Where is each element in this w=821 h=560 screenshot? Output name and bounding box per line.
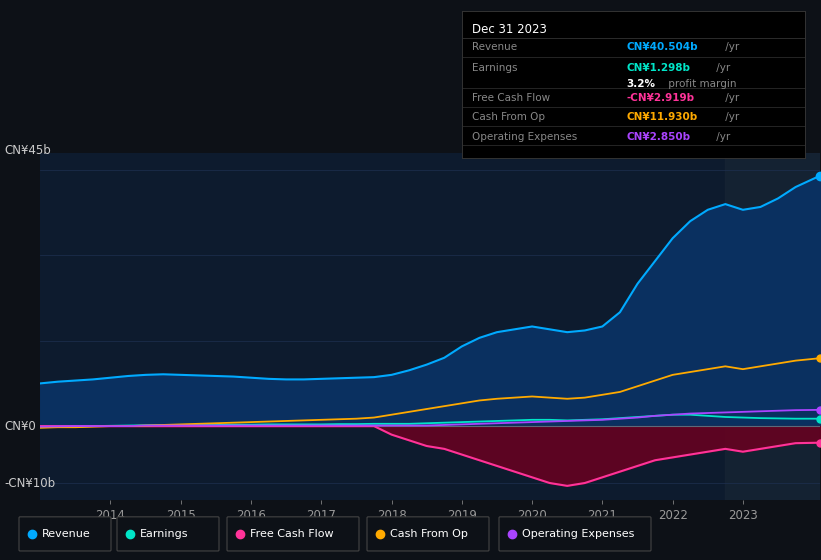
Text: Free Cash Flow: Free Cash Flow — [250, 529, 333, 539]
Text: Cash From Op: Cash From Op — [473, 112, 545, 122]
Text: 3.2%: 3.2% — [626, 79, 655, 89]
Text: CN¥2.850b: CN¥2.850b — [626, 132, 690, 142]
Text: /yr: /yr — [713, 132, 730, 142]
Text: CN¥0: CN¥0 — [4, 419, 36, 432]
Text: CN¥1.298b: CN¥1.298b — [626, 63, 690, 73]
Text: Earnings: Earnings — [140, 529, 189, 539]
Text: Dec 31 2023: Dec 31 2023 — [473, 23, 548, 36]
FancyBboxPatch shape — [19, 517, 111, 551]
Text: -CN¥10b: -CN¥10b — [4, 477, 55, 489]
FancyBboxPatch shape — [227, 517, 359, 551]
FancyBboxPatch shape — [117, 517, 219, 551]
Text: Operating Expenses: Operating Expenses — [522, 529, 635, 539]
Text: Revenue: Revenue — [473, 42, 517, 52]
Text: Free Cash Flow: Free Cash Flow — [473, 93, 551, 103]
Text: /yr: /yr — [722, 112, 740, 122]
Text: CN¥40.504b: CN¥40.504b — [626, 42, 698, 52]
Text: Operating Expenses: Operating Expenses — [473, 132, 578, 142]
Text: CN¥45b: CN¥45b — [4, 144, 51, 157]
Text: Revenue: Revenue — [42, 529, 91, 539]
Text: Cash From Op: Cash From Op — [390, 529, 468, 539]
FancyBboxPatch shape — [499, 517, 651, 551]
Text: -CN¥2.919b: -CN¥2.919b — [626, 93, 695, 103]
FancyBboxPatch shape — [367, 517, 489, 551]
Bar — [725, 153, 820, 500]
Text: /yr: /yr — [722, 93, 740, 103]
Text: /yr: /yr — [713, 63, 730, 73]
Text: /yr: /yr — [722, 42, 740, 52]
Text: Earnings: Earnings — [473, 63, 518, 73]
Text: profit margin: profit margin — [665, 79, 736, 89]
Text: CN¥11.930b: CN¥11.930b — [626, 112, 698, 122]
